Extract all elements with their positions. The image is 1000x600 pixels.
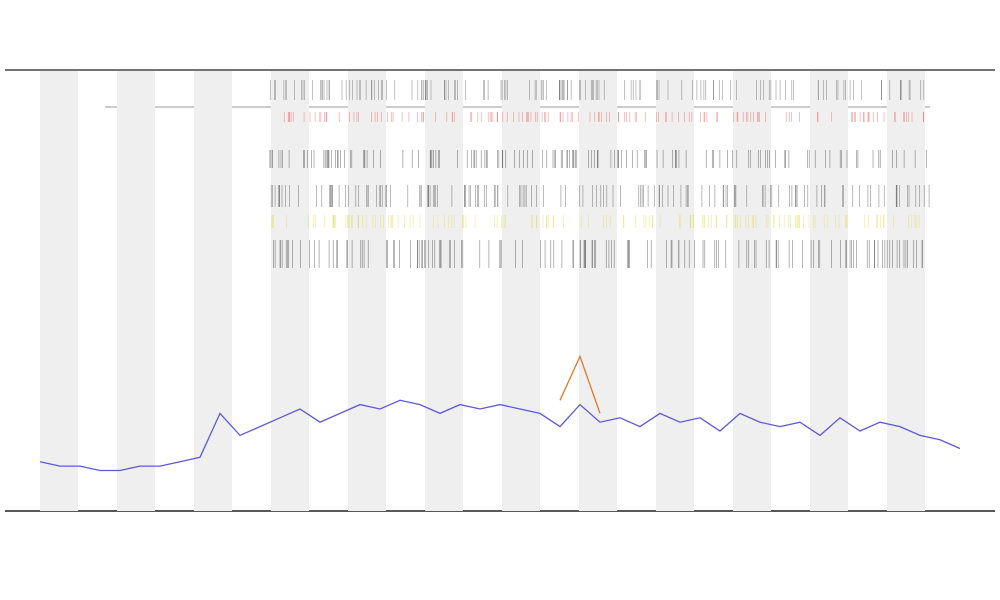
band — [887, 71, 925, 511]
band — [348, 71, 386, 511]
series-line — [559, 354, 601, 414]
event-rows — [269, 80, 930, 268]
bands — [40, 71, 925, 511]
band — [733, 71, 771, 511]
band — [271, 71, 309, 511]
band — [502, 71, 540, 511]
band — [656, 71, 694, 511]
band — [579, 71, 617, 511]
band — [40, 71, 78, 511]
series-line — [39, 399, 961, 472]
band — [425, 71, 463, 511]
band — [194, 71, 232, 511]
band — [117, 71, 155, 511]
band — [810, 71, 848, 511]
